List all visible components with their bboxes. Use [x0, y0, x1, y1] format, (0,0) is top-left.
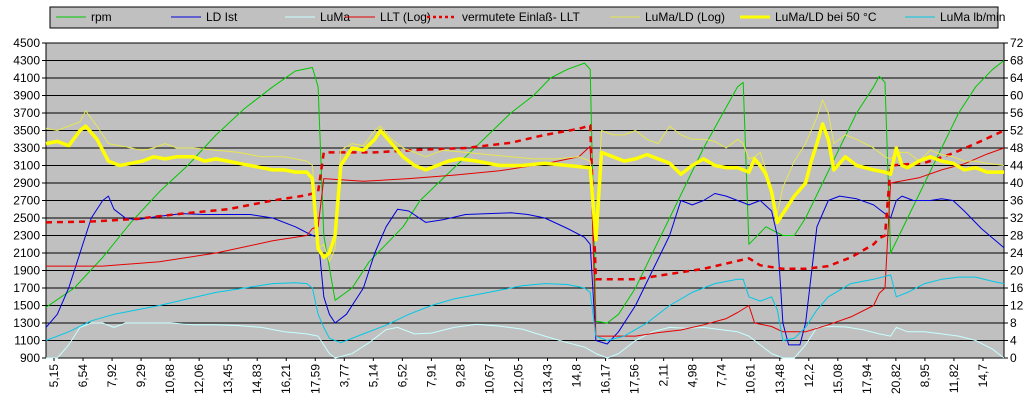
legend-label-4: vermutete Einlaß- LLT [462, 10, 580, 24]
x-tick-label-21: 2,11 [657, 364, 671, 387]
x-tick-label-19: 16,17 [599, 364, 613, 394]
x-tick-label-20: 17,56 [628, 364, 642, 394]
left-tick-label-7: 2300 [13, 229, 40, 243]
left-y-axis: 900 1100 1300 1500 1700 1900 2100 2300 2500 2700 2… [13, 36, 46, 365]
right-tick-label-10: 40 [1010, 176, 1024, 190]
x-tick-label-14: 9,28 [453, 364, 467, 388]
right-tick-label-13: 52 [1010, 124, 1024, 138]
right-tick-label-16: 64 [1010, 71, 1024, 85]
series-line-4 [45, 124, 1005, 281]
series-lines [45, 60, 1005, 359]
x-tick-label-17: 13,43 [541, 364, 555, 394]
x-tick-label-8: 16,21 [279, 364, 293, 394]
legend-label-0: rpm [91, 10, 112, 24]
x-tick-label-22: 4,98 [686, 364, 700, 388]
legend-label-7: LuMa lb/min [940, 10, 1005, 24]
x-tick-label-27: 15,08 [831, 364, 845, 394]
left-tick-label-13: 3500 [13, 124, 40, 138]
x-tick-label-3: 9,29 [134, 364, 148, 388]
right-tick-label-4: 16 [1010, 281, 1024, 295]
left-tick-label-12: 3300 [13, 141, 40, 155]
x-tick-label-5: 12,06 [192, 364, 206, 394]
x-tick-label-15: 10,67 [482, 364, 496, 394]
series-line-6 [45, 122, 1004, 260]
right-tick-label-11: 44 [1010, 159, 1024, 173]
left-tick-label-1: 1100 [14, 334, 40, 348]
legend-label-1: LD Ist [206, 10, 238, 24]
left-tick-label-10: 2900 [13, 176, 40, 190]
right-tick-label-17: 68 [1010, 54, 1024, 68]
series-line-5 [45, 99, 1005, 263]
right-tick-label-0: 0 [1010, 351, 1017, 365]
right-tick-label-6: 24 [1010, 246, 1024, 260]
left-tick-label-14: 3700 [13, 106, 40, 120]
right-tick-label-7: 28 [1010, 229, 1024, 243]
x-tick-label-9: 17,59 [308, 364, 322, 394]
x-tick-label-26: 12,2 [802, 364, 816, 388]
left-tick-label-18: 4500 [13, 36, 40, 50]
left-tick-label-17: 4300 [13, 54, 40, 68]
x-tick-label-18: 14,8 [570, 364, 584, 388]
x-tick-label-25: 13,48 [773, 364, 787, 394]
legend-box [49, 6, 999, 29]
left-tick-label-4: 1700 [13, 281, 40, 295]
left-tick-label-2: 1300 [13, 316, 40, 330]
gridlines [46, 42, 1004, 359]
right-tick-label-9: 36 [1010, 194, 1024, 208]
x-tick-label-10: 3,77 [337, 364, 351, 388]
right-tick-label-2: 8 [1010, 316, 1017, 330]
left-tick-label-9: 2700 [13, 194, 40, 208]
left-tick-label-8: 2500 [13, 211, 40, 225]
left-tick-label-16: 4100 [13, 71, 40, 85]
x-axis: 5,15 6,54 7,92 9,29 10,68 12,06 13,45 14,83 16,2… [47, 358, 990, 394]
x-tick-label-13: 7,91 [424, 364, 438, 388]
series-line-2 [46, 322, 1005, 359]
x-tick-label-0: 5,15 [47, 364, 61, 388]
x-tick-label-28: 17,94 [860, 364, 874, 394]
x-tick-label-6: 13,45 [221, 364, 235, 394]
series-line-3 [46, 145, 1005, 337]
series-line-7 [45, 274, 1005, 344]
x-tick-label-30: 8,95 [918, 364, 932, 388]
series-line-1 [45, 193, 1005, 346]
legend: rpm LD Ist LuMa LLT (Log) vermutete Einlaß- … [56, 10, 1005, 24]
right-tick-label-15: 60 [1010, 89, 1024, 103]
legend-label-3: LLT (Log) [380, 10, 431, 24]
left-tick-label-5: 1900 [13, 264, 40, 278]
x-tick-label-23: 7,74 [715, 364, 729, 388]
x-tick-label-4: 10,68 [163, 364, 177, 394]
right-tick-label-14: 56 [1010, 106, 1024, 120]
left-tick-label-6: 2100 [13, 246, 40, 260]
right-tick-label-3: 12 [1010, 299, 1024, 313]
right-tick-label-8: 32 [1010, 211, 1024, 225]
x-tick-label-32: 14,7 [976, 364, 990, 388]
legend-label-2: LuMa [320, 10, 350, 24]
series-line-0 [45, 60, 1005, 324]
legend-label-5: LuMa/LD (Log) [645, 10, 725, 24]
right-tick-label-12: 48 [1010, 141, 1024, 155]
left-tick-label-15: 3900 [13, 89, 40, 103]
x-tick-label-31: 11,82 [947, 364, 961, 393]
right-tick-label-5: 20 [1010, 264, 1024, 278]
x-tick-label-1: 6,54 [76, 364, 90, 388]
x-tick-label-24: 10,61 [744, 364, 758, 394]
x-tick-label-29: 20,82 [889, 364, 903, 394]
x-tick-label-7: 14,83 [250, 364, 264, 394]
right-tick-label-18: 72 [1010, 36, 1024, 50]
right-tick-label-1: 4 [1010, 334, 1017, 348]
left-tick-label-11: 3100 [13, 159, 40, 173]
x-tick-label-16: 12,05 [511, 364, 525, 394]
legend-label-6: LuMa/LD bei 50 °C [775, 10, 877, 24]
x-tick-label-11: 5,14 [366, 364, 380, 388]
x-tick-label-12: 6,52 [395, 364, 409, 388]
x-tick-label-2: 7,92 [105, 364, 119, 388]
left-tick-label-3: 1500 [13, 299, 40, 313]
left-tick-label-0: 900 [20, 351, 40, 365]
